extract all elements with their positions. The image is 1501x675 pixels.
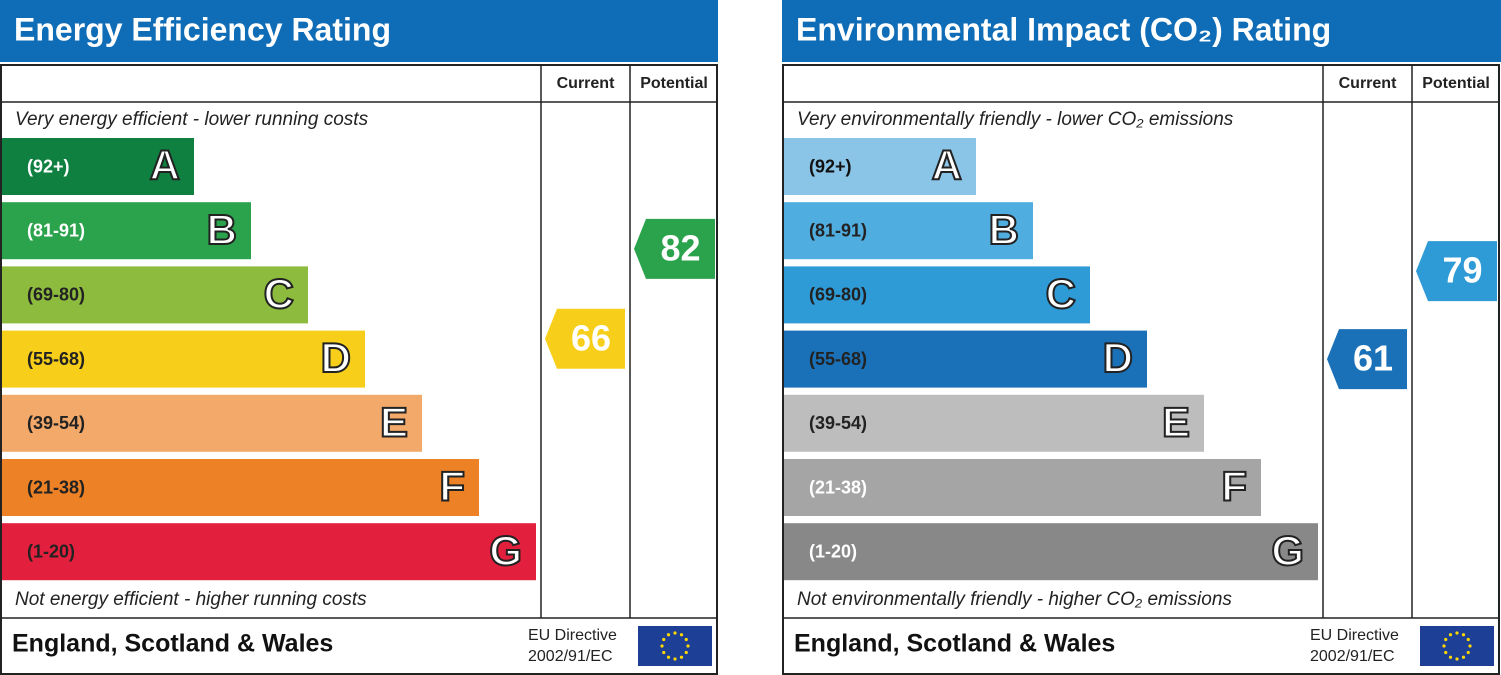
eu-star [1461,633,1466,637]
band-letter: B [989,206,1019,253]
band-letter: C [1046,270,1076,317]
eu-star [1461,655,1466,659]
eu-star [684,650,688,655]
eu-star [1466,637,1470,642]
band-letter: C [264,270,294,317]
eu-star [1455,657,1459,661]
eu-star [1442,644,1446,648]
band-bar [2,266,308,324]
band-letter: A [150,142,180,189]
band-bar [784,394,1204,452]
eu-star [673,657,677,661]
eu-star [662,650,666,655]
table-frame [0,64,718,675]
band-range: (69-80) [809,285,867,305]
header-potential: Potential [640,75,708,92]
rating-value: 82 [660,227,700,268]
band-letter: G [1271,527,1304,574]
band-range: (55-68) [809,349,867,369]
band-range: (81-91) [27,220,85,240]
rating-arrow [634,218,715,279]
directive-line: 2002/91/EC [528,648,613,665]
directive-line: EU Directive [1310,627,1399,644]
band-range: (92+) [809,156,852,176]
band-range: (81-91) [809,220,867,240]
band-range: (92+) [27,156,70,176]
eu-star [666,655,671,659]
band-bar [784,523,1318,581]
footer-region: England, Scotland & Wales [794,630,1115,658]
bottom-note: Not environmentally friendly - higher CO… [797,589,1232,610]
bottom-note: Not energy efficient - higher running co… [15,589,367,610]
band-range: (69-80) [27,285,85,305]
eu-star [686,644,690,648]
band-range: (39-54) [809,413,867,433]
panel-title: Energy Efficiency Rating [14,11,391,47]
eu-star [673,631,677,635]
eu-star [666,633,671,637]
band-bar [2,459,479,516]
table-frame [782,64,1500,675]
eu-star [1466,650,1470,655]
rating-value: 61 [1353,338,1393,379]
rating-arrow [1416,241,1497,302]
header-current: Current [557,75,615,92]
title-bar [782,0,1501,62]
eu-star [1448,655,1453,659]
eu-star [662,637,666,642]
footer-region: England, Scotland & Wales [12,630,333,658]
band-bar [2,202,251,260]
band-range: (1-20) [27,541,75,561]
band-letter: B [207,206,237,253]
eu-star [1455,631,1459,635]
title-bar [0,0,718,62]
eu-star [684,637,688,642]
band-letter: E [1162,398,1190,445]
band-range: (55-68) [27,349,85,369]
rating-arrow [545,308,625,369]
band-bar [2,138,194,195]
top-note: Very environmentally friendly - lower CO… [797,109,1234,130]
rating-value: 66 [571,317,611,358]
band-letter: F [439,463,465,510]
eu-star [679,655,684,659]
band-bar [784,202,1033,260]
band-bar [2,330,365,388]
band-letter: E [380,398,408,445]
band-bar [784,459,1261,516]
band-letter: D [1103,334,1133,381]
directive-line: 2002/91/EC [1310,648,1395,665]
eu-star [1444,637,1448,642]
eu-star [1468,644,1472,648]
rating-arrow [1327,329,1407,390]
top-note: Very energy efficient - lower running co… [15,109,369,130]
band-bar [784,138,976,195]
eu-star [660,644,664,648]
band-bar [784,330,1147,388]
header-current: Current [1339,75,1397,92]
band-bar [2,523,536,581]
band-range: (21-38) [809,477,867,497]
band-bar [2,394,422,452]
band-range: (39-54) [27,413,85,433]
header-potential: Potential [1422,75,1490,92]
band-range: (21-38) [27,477,85,497]
eu-star [1448,633,1453,637]
band-letter: D [321,334,351,381]
band-range: (1-20) [809,541,857,561]
directive-line: EU Directive [528,627,617,644]
band-bar [784,266,1090,324]
band-letter: F [1221,463,1247,510]
band-letter: G [489,527,522,574]
eu-star [1444,650,1448,655]
panel-title: Environmental Impact (CO₂) Rating [796,11,1331,47]
eu-star [679,633,684,637]
rating-value: 79 [1442,250,1482,291]
band-letter: A [932,142,962,189]
